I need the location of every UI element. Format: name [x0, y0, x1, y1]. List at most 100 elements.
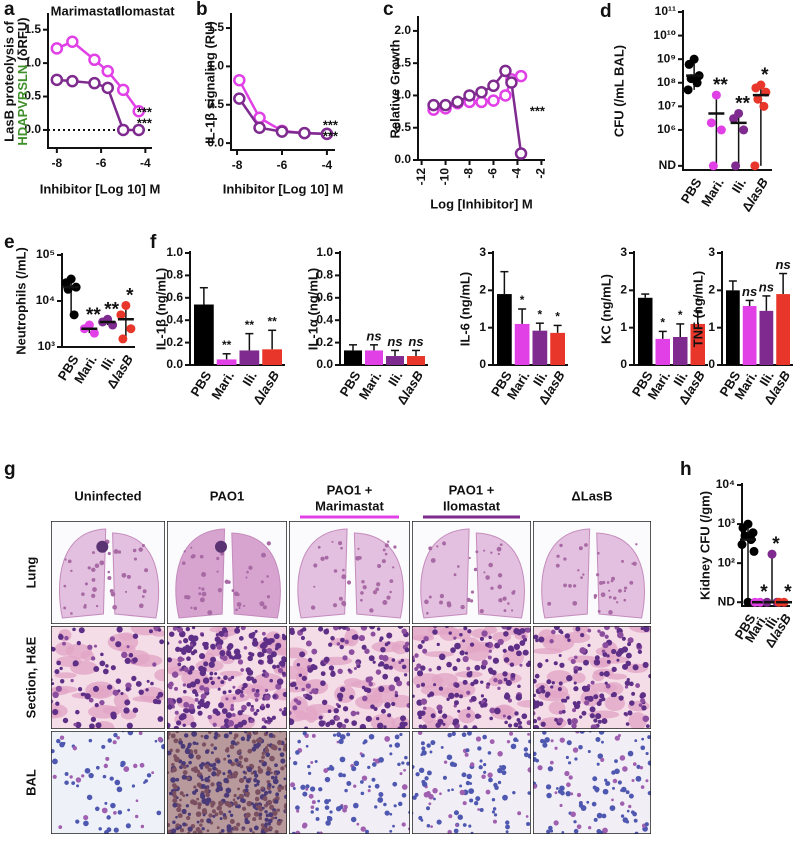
cell	[177, 823, 180, 827]
bar	[726, 290, 740, 365]
cell	[88, 772, 94, 779]
cell	[227, 759, 233, 764]
nucleus	[615, 650, 622, 657]
cell	[275, 792, 280, 797]
cell	[305, 744, 309, 748]
tissue-patch	[371, 641, 401, 653]
cell	[308, 793, 314, 799]
data-point	[121, 300, 131, 310]
nucleus	[159, 639, 165, 645]
cell	[175, 777, 180, 782]
cell	[614, 768, 620, 775]
data-point	[116, 310, 126, 320]
cell	[428, 802, 432, 806]
nucleus	[157, 628, 162, 632]
nucleus	[51, 682, 55, 686]
tissue-dot	[384, 543, 389, 548]
tissue-dot	[497, 584, 502, 590]
tissue-patch	[219, 670, 243, 677]
cell	[94, 806, 100, 812]
nucleus	[599, 693, 605, 699]
nucleus	[307, 657, 313, 663]
bar	[673, 337, 688, 365]
nucleus	[549, 639, 554, 644]
cell	[527, 732, 531, 736]
cell	[447, 732, 453, 738]
nucleus	[553, 661, 558, 666]
nucleus	[587, 643, 591, 647]
nucleus	[200, 693, 207, 700]
nucleus	[446, 697, 450, 701]
y-tick-label: 1.0	[394, 88, 411, 102]
tissue-dot	[190, 546, 193, 549]
cell	[256, 804, 262, 810]
tissue-dot	[430, 558, 436, 563]
tissue-dot	[488, 562, 493, 568]
tissue-dot	[235, 608, 238, 612]
cell	[270, 771, 273, 775]
cell	[205, 801, 210, 806]
tissue-dot	[141, 595, 145, 598]
data-point	[253, 121, 266, 135]
nucleus	[115, 641, 122, 648]
tissue-dot	[623, 598, 627, 602]
tissue-dot	[602, 580, 606, 585]
nucleus	[517, 684, 521, 689]
cell	[103, 763, 109, 769]
nucleus	[423, 635, 429, 642]
cell	[612, 786, 615, 790]
cell	[436, 819, 442, 825]
cell	[468, 824, 472, 828]
cell	[426, 823, 431, 828]
nucleus	[350, 710, 357, 717]
tissue-dot	[87, 566, 91, 570]
cell	[235, 762, 239, 766]
cell	[178, 738, 182, 742]
cell	[200, 783, 206, 789]
nucleus	[417, 644, 423, 650]
tissue-dot	[261, 552, 266, 558]
nucleus	[558, 710, 563, 715]
nucleus	[551, 681, 555, 685]
nucleus	[602, 652, 608, 657]
cell	[533, 751, 537, 757]
tissue-dot	[216, 556, 220, 561]
cell	[242, 770, 246, 774]
y-tick-label: 0.5	[394, 120, 411, 134]
cell	[470, 831, 474, 834]
nucleus	[566, 696, 570, 700]
cell	[216, 759, 221, 764]
nucleus	[183, 666, 189, 672]
cell	[392, 824, 395, 828]
cell	[187, 826, 193, 832]
nucleus	[110, 711, 117, 718]
x-tick-label: -8	[52, 156, 63, 170]
cell	[72, 745, 78, 751]
tissue-dot	[233, 591, 239, 597]
nucleus	[282, 691, 287, 698]
cell	[265, 752, 271, 758]
histology-image	[51, 521, 165, 624]
tissue-dot	[217, 588, 223, 593]
nucleus	[178, 640, 182, 644]
cell	[134, 814, 139, 819]
data-point	[126, 324, 136, 334]
cell	[232, 798, 236, 802]
tissue-dot	[613, 596, 617, 600]
cell	[144, 779, 149, 783]
cell	[269, 755, 275, 762]
tissue-dot	[559, 543, 563, 548]
nucleus	[632, 664, 639, 671]
tissue-dot	[606, 581, 610, 584]
cell	[201, 827, 205, 831]
tissue-dot	[199, 554, 204, 559]
cell	[374, 783, 380, 789]
nucleus	[183, 701, 190, 708]
cell	[250, 802, 254, 806]
nucleus	[330, 636, 335, 641]
y-tick-label: 10⁶	[657, 122, 676, 136]
cell	[245, 778, 251, 784]
tissue-dot	[121, 572, 127, 578]
nucleus	[102, 668, 109, 675]
tissue-dot	[468, 556, 471, 560]
